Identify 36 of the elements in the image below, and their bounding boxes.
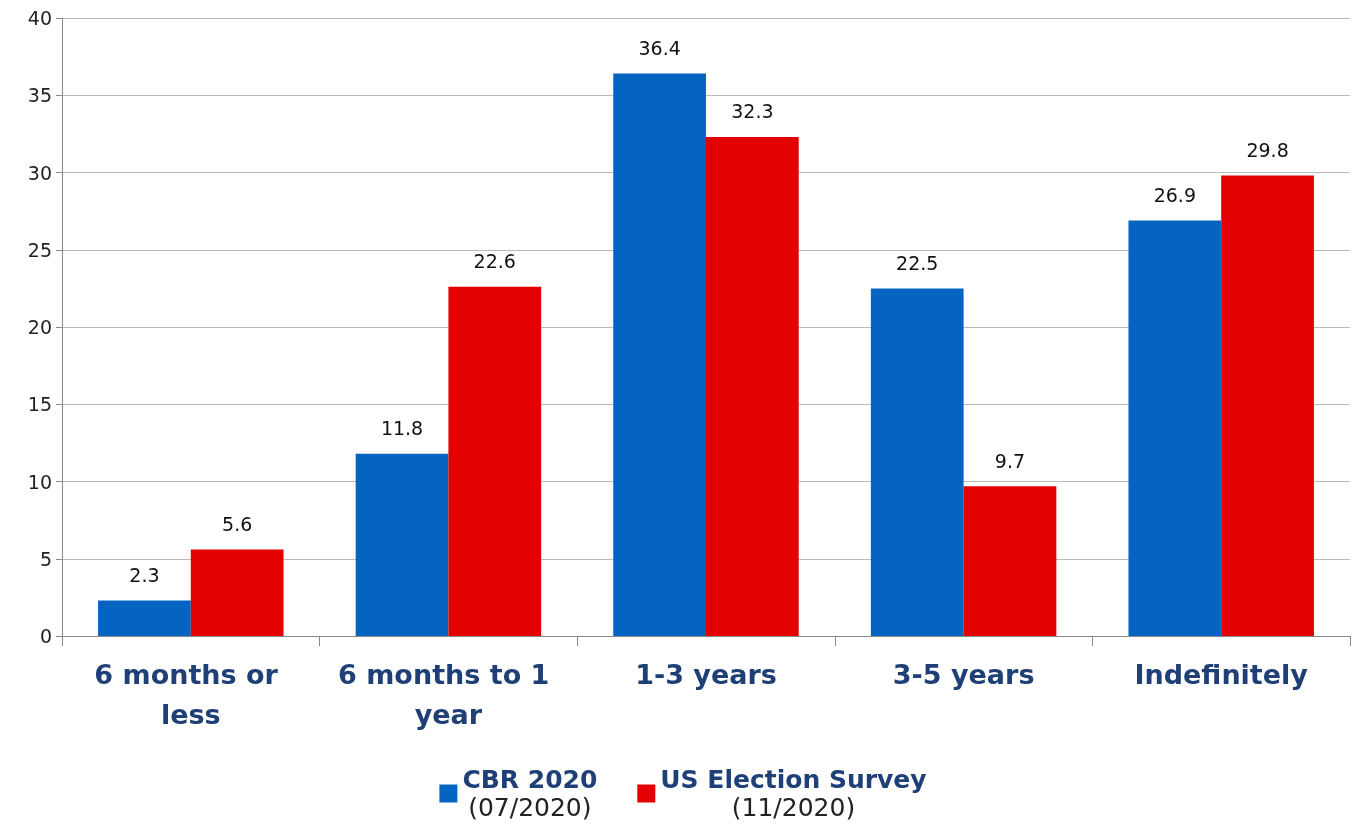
bar (613, 73, 706, 636)
data-label: 29.8 (1246, 139, 1289, 162)
data-label: 22.5 (896, 251, 939, 274)
data-label: 2.3 (129, 563, 160, 586)
bar (355, 453, 449, 636)
bar (190, 549, 284, 636)
data-label: 9.7 (994, 449, 1026, 472)
y-tick-label: 10 (27, 470, 52, 493)
bar (706, 136, 799, 636)
data-label: 11.8 (380, 417, 424, 440)
x-tick-label: 6 months to 1 year (338, 658, 559, 730)
y-tick-label: 20 (27, 316, 52, 338)
y-tick-label: 5 (39, 547, 52, 570)
data-label: 26.9 (1153, 183, 1196, 206)
y-tick-label: 35 (27, 84, 52, 107)
y-tick-label: 15 (27, 393, 52, 416)
x-tick-label: 6 months or less (94, 658, 288, 730)
bar (98, 600, 191, 636)
y-tick-label: 40 (27, 7, 52, 29)
bar (963, 486, 1057, 636)
data-label: 5.6 (222, 512, 253, 535)
legend-label: CBR 2020 (07/2020) (462, 765, 598, 822)
bar (1221, 175, 1314, 636)
legend-label: US Election Survey (11/2020) (660, 765, 927, 822)
x-tick-label: Indefinitely (1134, 658, 1309, 690)
bar (1128, 220, 1222, 636)
data-label: 32.3 (731, 100, 774, 123)
x-tick-label: 1-3 years (635, 658, 777, 690)
y-tick-label: 25 (27, 238, 52, 261)
y-tick-label: 30 (27, 161, 52, 184)
data-label: 22.6 (473, 250, 516, 273)
bar (448, 286, 542, 636)
data-label: 36.4 (638, 37, 681, 60)
x-tick-label: 3-5 years (892, 658, 1035, 690)
bar (870, 288, 964, 636)
y-tick-label: 0 (39, 625, 52, 647)
